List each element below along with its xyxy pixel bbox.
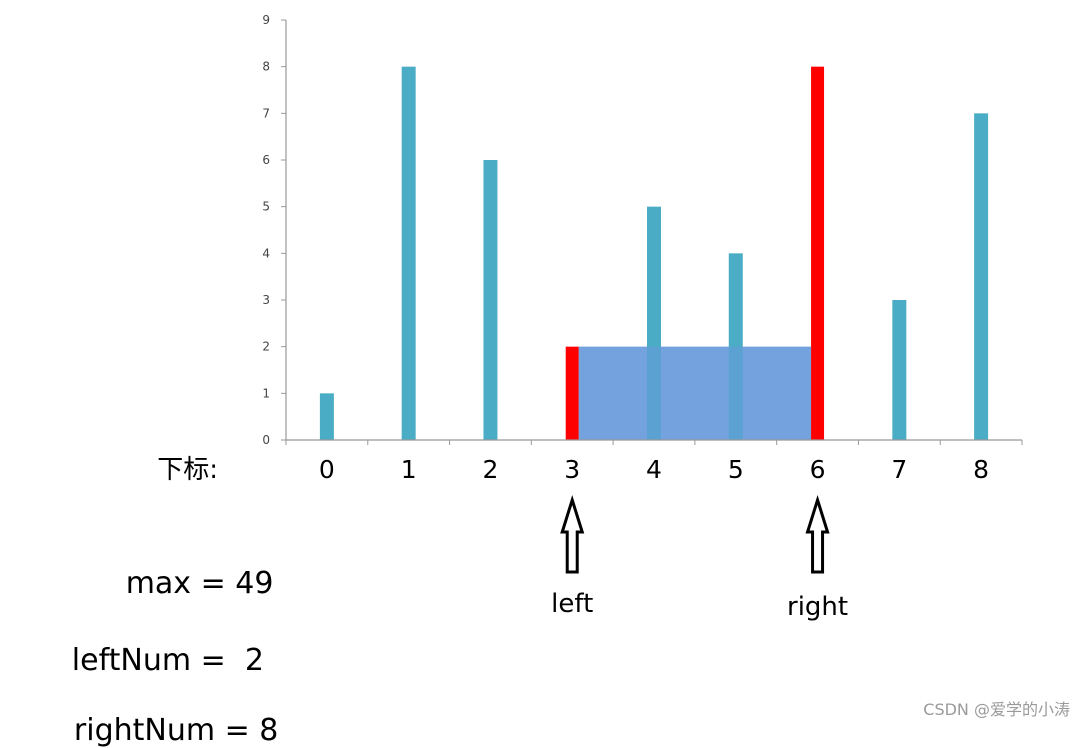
up-arrow-icon xyxy=(805,494,830,574)
up-arrow-icon xyxy=(560,494,585,574)
x-tick-label: 3 xyxy=(564,455,580,484)
stat-rightnum: rightNum = 8 xyxy=(0,678,278,748)
bar-8 xyxy=(974,113,989,440)
x-tick-label: 7 xyxy=(891,455,907,484)
y-tick-label: 2 xyxy=(262,340,270,354)
y-tick-label: 5 xyxy=(262,200,270,214)
x-tick-label: 5 xyxy=(728,455,744,484)
x-tick-label: 6 xyxy=(810,455,826,484)
stat-leftnum-eq: = xyxy=(191,643,245,678)
watermark: CSDN @爱学的小涛 xyxy=(923,700,1070,719)
y-tick-label: 0 xyxy=(262,433,270,447)
bar-6 xyxy=(811,66,825,441)
stat-max: max = 49 xyxy=(0,531,274,601)
x-axis-label: 下标: xyxy=(157,455,218,485)
stat-rightnum-value: 8 xyxy=(259,713,279,748)
y-tick-label: 9 xyxy=(262,13,270,27)
stat-leftnum: leftNum = 2 xyxy=(0,608,264,678)
stat-rightnum-label: rightNum xyxy=(73,713,216,748)
bar-1 xyxy=(401,66,416,441)
x-tick-label: 4 xyxy=(646,455,662,484)
stat-leftnum-label: leftNum xyxy=(71,643,192,678)
stat-max-label: max xyxy=(125,566,192,601)
x-tick-label: 0 xyxy=(319,455,335,484)
x-tick-label: 8 xyxy=(973,455,989,484)
stat-max-eq: = xyxy=(191,566,236,601)
chart: 0 1 2 3 4 5 6 7 8 9 0 1 2 3 4 5 6 7 8 left right 下标: xyxy=(157,13,1023,622)
y-tick-label: 1 xyxy=(262,386,270,400)
y-tick-label: 3 xyxy=(262,293,270,307)
y-tick-label: 8 xyxy=(262,60,270,74)
stat-leftnum-value: 2 xyxy=(244,643,264,678)
y-tick-label: 7 xyxy=(262,106,270,120)
bar-3 xyxy=(565,346,579,440)
y-tick-label: 6 xyxy=(262,153,270,167)
bar-7 xyxy=(892,300,907,440)
stat-rightnum-eq: = xyxy=(215,713,260,748)
marker-label: left xyxy=(551,589,593,619)
x-tick-label: 2 xyxy=(482,455,498,484)
bar-2 xyxy=(483,160,498,440)
x-tick-label: 1 xyxy=(401,455,417,484)
bar-0 xyxy=(319,393,334,440)
water-area-overlay xyxy=(578,346,812,440)
y-tick-label: 4 xyxy=(262,246,270,260)
stat-max-value: 49 xyxy=(235,566,274,601)
marker-label: right xyxy=(787,592,848,622)
